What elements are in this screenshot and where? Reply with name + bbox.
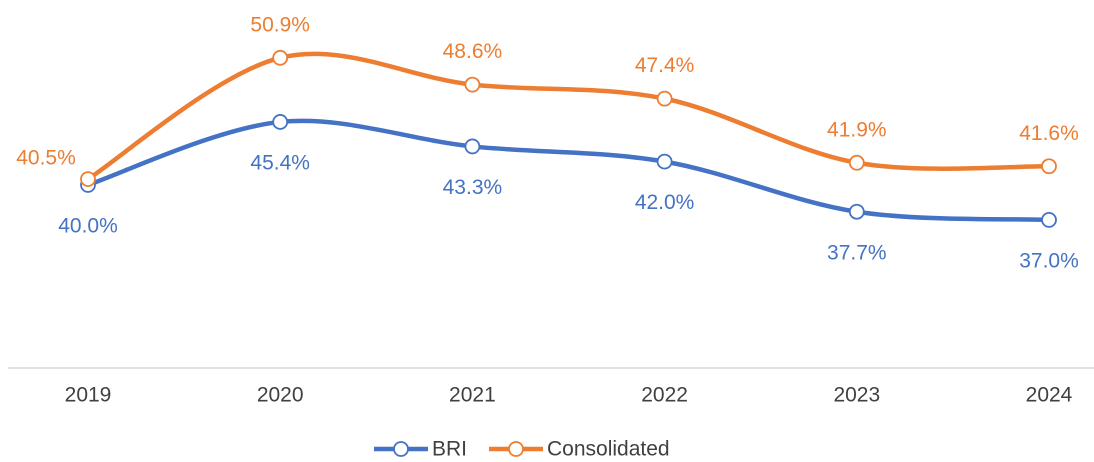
x-tick-label: 2020	[257, 384, 304, 407]
legend-marker	[393, 441, 409, 457]
data-label: 43.3%	[443, 176, 503, 199]
x-tick-label: 2021	[449, 384, 496, 407]
data-label: 47.4%	[635, 54, 695, 77]
marker	[656, 90, 673, 107]
marker	[848, 154, 865, 171]
marker	[1041, 212, 1057, 228]
data-label: 40.0%	[58, 214, 118, 237]
marker	[272, 114, 289, 130]
data-label: 45.4%	[250, 151, 310, 174]
marker	[1041, 158, 1057, 175]
data-label: 37.7%	[827, 241, 887, 264]
data-label: 48.6%	[443, 40, 503, 63]
marker	[848, 203, 865, 220]
data-label: 50.9%	[250, 13, 310, 36]
legend-label: BRI	[432, 438, 467, 461]
series-line	[87, 118, 1050, 223]
x-tick-label: 2019	[65, 384, 112, 407]
marker	[272, 49, 289, 66]
data-label: 42.0%	[635, 191, 695, 214]
data-label: 41.6%	[1019, 122, 1079, 145]
marker	[80, 171, 96, 187]
legend-label: Consolidated	[547, 438, 670, 461]
x-tick-label: 2023	[833, 384, 880, 407]
marker	[464, 138, 481, 155]
legend-marker	[508, 441, 524, 457]
data-label: 37.0%	[1019, 249, 1079, 272]
data-label: 40.5%	[16, 147, 76, 170]
marker	[656, 153, 673, 170]
data-label: 41.9%	[827, 118, 887, 141]
x-tick-label: 2022	[641, 384, 688, 407]
series-line	[86, 51, 1050, 181]
marker	[464, 76, 481, 93]
x-tick-label: 2024	[1026, 384, 1073, 407]
